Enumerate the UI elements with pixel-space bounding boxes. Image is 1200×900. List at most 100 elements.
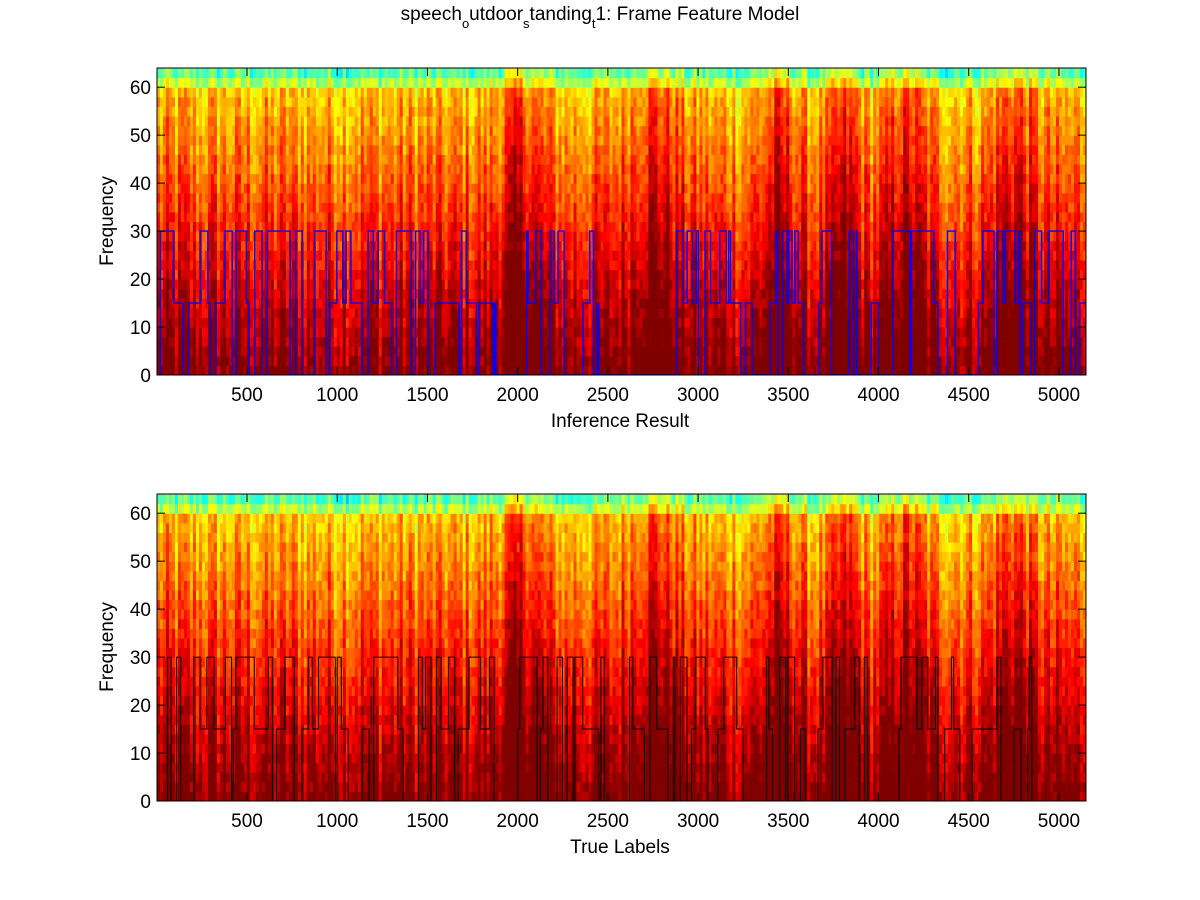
spectrogram-cell xyxy=(192,327,197,338)
spectrogram-cell xyxy=(561,173,566,184)
spectrogram-cell xyxy=(438,192,443,203)
spectrogram-cell xyxy=(426,125,431,136)
spectrogram-cell xyxy=(264,250,269,261)
spectrogram-cell xyxy=(258,154,263,165)
spectrogram-cell xyxy=(501,298,506,309)
spectrogram-cell xyxy=(450,240,455,251)
spectrogram-cell xyxy=(216,288,221,299)
spectrogram-cell xyxy=(177,221,182,232)
spectrogram-cell xyxy=(378,68,383,79)
spectrogram-cell xyxy=(231,87,236,98)
spectrogram-cell xyxy=(393,202,398,213)
spectrogram-cell xyxy=(180,202,185,213)
spectrogram-cell xyxy=(543,173,548,184)
spectrogram-cell xyxy=(324,106,329,117)
spectrogram-cell xyxy=(291,202,296,213)
spectrogram-cell xyxy=(339,154,344,165)
spectrogram-cell xyxy=(369,77,374,88)
spectrogram-cell xyxy=(480,336,485,347)
spectrogram-cell xyxy=(570,163,575,175)
spectrogram-cell xyxy=(468,211,473,223)
spectrogram-cell xyxy=(276,192,281,203)
spectrogram-cell xyxy=(447,307,452,319)
spectrogram-cell xyxy=(231,355,236,366)
spectrogram-cell xyxy=(513,231,518,242)
spectrogram-cell xyxy=(423,327,428,338)
spectrogram-cell xyxy=(486,240,491,251)
spectrogram-cell xyxy=(231,336,236,347)
spectrogram-cell xyxy=(273,192,278,203)
spectrogram-cell xyxy=(615,269,620,280)
spectrogram-cell xyxy=(441,279,446,290)
spectrogram-cell xyxy=(573,135,578,146)
spectrogram-cell xyxy=(378,336,383,347)
spectrogram-cell xyxy=(309,259,314,271)
spectrogram-cell xyxy=(591,115,596,127)
spectrogram-cell xyxy=(615,250,620,261)
spectrogram-cell xyxy=(198,346,203,357)
spectrogram-cell xyxy=(237,135,242,146)
spectrogram-cell xyxy=(531,106,536,117)
spectrogram-cell xyxy=(618,77,623,88)
spectrogram-cell xyxy=(513,288,518,299)
spectrogram-cell xyxy=(372,269,377,280)
spectrogram-cell xyxy=(198,336,203,347)
spectrogram-cell xyxy=(576,135,581,146)
spectrogram-cell xyxy=(171,115,176,127)
spectrogram-cell xyxy=(621,259,626,271)
spectrogram-cell xyxy=(222,307,227,319)
spectrogram-cell xyxy=(426,96,431,107)
spectrogram-cell xyxy=(615,96,620,107)
spectrogram-cell xyxy=(423,135,428,146)
spectrogram-cell xyxy=(480,317,485,328)
title-part-2: utdoor xyxy=(469,4,524,25)
spectrogram-cell xyxy=(498,125,503,136)
spectrogram-cell xyxy=(579,125,584,136)
spectrogram-cell xyxy=(270,327,275,338)
spectrogram-cell xyxy=(318,202,323,213)
spectrogram-cell xyxy=(603,77,608,88)
spectrogram-cell xyxy=(160,96,164,107)
spectrogram-cell xyxy=(321,163,326,175)
spectrogram-cell xyxy=(501,192,506,203)
spectrogram-cell xyxy=(450,327,455,338)
spectrogram-cell xyxy=(519,202,524,213)
spectrogram-cell xyxy=(234,68,239,79)
spectrogram-cell xyxy=(483,317,488,328)
spectrogram-cell xyxy=(261,365,266,375)
spectrogram-cell xyxy=(606,183,611,194)
spectrogram-cell xyxy=(600,298,605,309)
spectrogram-cell xyxy=(444,211,449,223)
spectrogram-cell xyxy=(438,163,443,175)
spectrogram-cell xyxy=(309,135,314,146)
spectrogram-cell xyxy=(543,365,548,375)
spectrogram-cell xyxy=(522,163,527,175)
spectrogram-cell xyxy=(444,163,449,175)
spectrogram-cell xyxy=(294,163,299,175)
spectrogram-cell xyxy=(498,336,503,347)
spectrogram-cell xyxy=(303,317,308,328)
spectrogram-cell xyxy=(180,163,185,175)
spectrogram-cell xyxy=(297,106,302,117)
spectrogram-cell xyxy=(423,211,428,223)
spectrogram-cell xyxy=(222,317,227,328)
spectrogram-cell xyxy=(555,240,560,251)
spectrogram-cell xyxy=(615,288,620,299)
spectrogram-cell xyxy=(414,163,419,175)
spectrogram-cell xyxy=(534,211,539,223)
spectrogram-cell xyxy=(228,202,233,213)
spectrogram-cell xyxy=(501,106,506,117)
spectrogram-cell xyxy=(216,96,221,107)
spectrogram-cell xyxy=(318,106,323,117)
spectrogram-cell xyxy=(444,279,449,290)
spectrogram-cell xyxy=(183,77,188,88)
spectrogram-cell xyxy=(594,192,599,203)
spectrogram-cell xyxy=(420,259,425,271)
spectrogram-cell xyxy=(270,211,275,223)
spectrogram-cell xyxy=(459,106,464,117)
spectrogram-cell xyxy=(186,288,191,299)
spectrogram-cell xyxy=(423,173,428,184)
spectrogram-cell xyxy=(258,135,263,146)
spectrogram-cell xyxy=(564,163,569,175)
